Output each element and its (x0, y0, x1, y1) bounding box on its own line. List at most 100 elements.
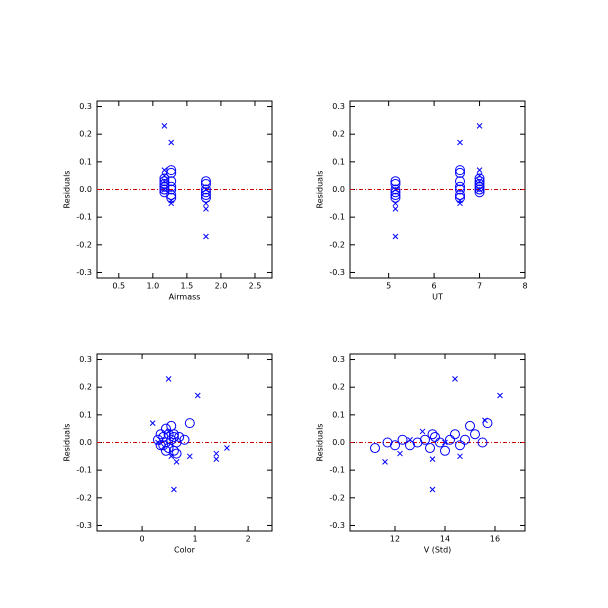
x-point (497, 392, 503, 399)
x-point (392, 206, 399, 212)
x-tick-label: 12 (390, 535, 400, 544)
circle-point (168, 431, 179, 442)
circle-point (450, 429, 460, 440)
y-tick-label: 0.3 (332, 355, 345, 364)
circle-point (166, 420, 177, 431)
x-point (165, 428, 172, 435)
x-point (168, 453, 175, 460)
x-point (476, 167, 483, 173)
y-tick-label: -0.2 (329, 240, 345, 249)
x-point (419, 428, 426, 435)
x-point (203, 206, 209, 212)
x-axis-label: Color (174, 546, 196, 555)
panel: -0.3 -0.2 -0.1 0.0 0.1 0.2 0.3 5 6 7 8 UT Residuals (316, 100, 528, 302)
x-point (203, 186, 209, 193)
y-tick-label: 0.2 (332, 130, 345, 139)
y-axis-label: Residuals (63, 424, 72, 462)
x-point (442, 439, 448, 446)
circle-point (474, 178, 485, 189)
x-tick-label: 16 (490, 535, 500, 544)
x-point (452, 376, 458, 382)
y-tick-label: 0.1 (332, 157, 345, 166)
circle-point (420, 434, 430, 445)
y-tick-label: -0.3 (76, 521, 92, 530)
circle-point (171, 448, 182, 459)
circle-point (455, 165, 465, 176)
circle-point (370, 443, 380, 454)
x-point (203, 200, 209, 207)
x-point (203, 233, 209, 240)
circle-point (474, 184, 485, 195)
circle-point (455, 181, 465, 192)
circle-point (440, 445, 450, 456)
x-point (457, 453, 463, 460)
y-tick-label: 0.3 (332, 102, 345, 111)
circle-point (159, 176, 170, 187)
circle-point (166, 181, 177, 192)
circle-point (200, 176, 211, 187)
circle-point (405, 440, 415, 451)
circle-point (397, 434, 408, 445)
circle-point (477, 437, 488, 448)
x-tick-label: 1.0 (146, 282, 159, 291)
circle-point (430, 431, 440, 442)
x-point (397, 450, 403, 457)
circle-point (465, 420, 475, 431)
x-axis-label: UT (432, 293, 443, 302)
x-point (161, 167, 168, 173)
circle-point (179, 434, 190, 445)
x-point (168, 200, 175, 207)
x-point (407, 436, 413, 443)
y-tick-label: -0.2 (329, 493, 345, 502)
circle-point (390, 187, 401, 198)
circle-point (159, 181, 170, 192)
circle-point (390, 184, 401, 195)
circle-point (159, 187, 170, 198)
circle-point (160, 445, 171, 456)
circle-point (159, 184, 170, 195)
circle-point (425, 443, 435, 454)
x-point (165, 376, 172, 382)
circle-point (427, 429, 438, 440)
y-axis-label: Residuals (316, 171, 325, 209)
circle-point (160, 423, 171, 434)
y-tick-label: 0.3 (79, 102, 92, 111)
x-point (168, 139, 175, 146)
x-point (457, 200, 463, 207)
x-point (392, 200, 399, 207)
x-axis-label: V (Std) (424, 546, 452, 555)
x-point (155, 439, 161, 446)
x-point (457, 139, 463, 146)
circle-point (166, 192, 177, 203)
circle-point (155, 440, 166, 451)
y-axis-label: Residuals (316, 424, 325, 462)
circle-point (474, 173, 485, 184)
circle-point (455, 190, 465, 201)
circle-point (158, 440, 169, 451)
circle-point (455, 440, 465, 451)
x-point (476, 123, 483, 129)
x-point (161, 123, 168, 129)
x-tick-label: 2.0 (215, 282, 228, 291)
circle-point (390, 190, 401, 201)
circle-point (474, 176, 485, 187)
y-tick-label: 0.1 (332, 410, 345, 419)
y-tick-label: -0.3 (329, 268, 345, 277)
x-point (149, 420, 156, 426)
x-point (161, 186, 168, 193)
x-point (194, 392, 201, 399)
circle-point (390, 440, 400, 451)
circle-point (390, 178, 401, 189)
y-tick-label: -0.1 (329, 466, 345, 475)
x-point (392, 186, 399, 193)
y-tick-label: -0.2 (76, 240, 92, 249)
circle-point (200, 184, 211, 195)
x-point (161, 172, 168, 179)
x-point (429, 486, 436, 493)
circle-point (159, 178, 170, 189)
circle-point (200, 178, 211, 189)
circle-point (200, 187, 211, 198)
x-tick-label: 2 (246, 535, 251, 544)
x-tick-label: 14 (440, 535, 450, 544)
